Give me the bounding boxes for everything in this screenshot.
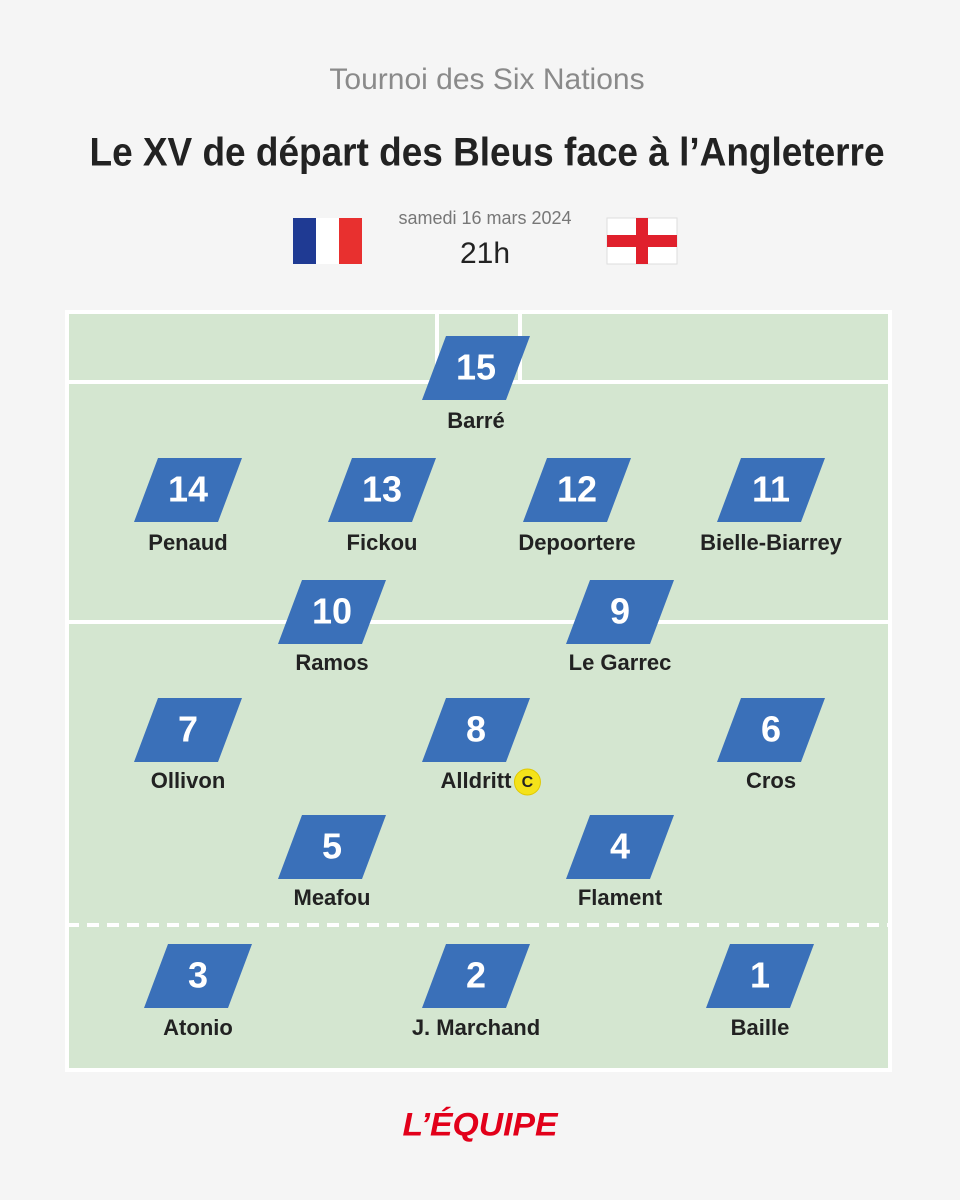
- players: 15Barré14Penaud13Fickou12Depoortere11Bie…: [134, 336, 843, 1040]
- captain-mark: C: [522, 774, 534, 791]
- player-name: J. Marchand: [412, 1015, 540, 1040]
- jersey-number: 11: [752, 469, 790, 510]
- captain-badge: [513, 768, 541, 796]
- jersey-badge: [566, 815, 674, 879]
- player-name: Depoortere: [518, 530, 635, 555]
- pitch: [65, 310, 892, 1072]
- jersey-number: 6: [761, 709, 781, 750]
- jersey-badge: [717, 698, 825, 762]
- england-flag: [606, 217, 678, 265]
- subtitle: Tournoi des Six Nations: [329, 63, 644, 96]
- player-name: Baille: [731, 1015, 790, 1040]
- jersey-number: 13: [362, 469, 402, 510]
- jersey-number: 8: [466, 709, 486, 750]
- jersey-badge: [278, 815, 386, 879]
- jersey-number: 5: [322, 826, 342, 867]
- jersey-number: 4: [610, 826, 630, 867]
- player-name: Ramos: [295, 650, 368, 675]
- jersey-badge: [422, 698, 530, 762]
- player-name: Fickou: [347, 530, 418, 555]
- jersey-badge: [328, 458, 436, 522]
- france-flag: [293, 218, 362, 264]
- jersey-badge: [717, 458, 825, 522]
- player-name: Alldritt: [441, 768, 513, 793]
- match-time: 21h: [460, 237, 510, 270]
- jersey-badge: [422, 336, 530, 400]
- jersey-number: 15: [456, 347, 496, 388]
- player-name: Atonio: [163, 1015, 233, 1040]
- match-date: samedi 16 mars 2024: [398, 208, 571, 228]
- jersey-number: 2: [466, 955, 486, 996]
- jersey-number: 10: [312, 591, 352, 632]
- jersey-badge: [523, 458, 631, 522]
- jersey-number: 14: [168, 469, 208, 510]
- player-name: Cros: [746, 768, 796, 793]
- player-name: Ollivon: [151, 768, 226, 793]
- jersey-number: 12: [557, 469, 597, 510]
- player-name: Flament: [578, 885, 663, 910]
- title: Le XV de départ des Bleus face à l’Angle…: [90, 131, 885, 175]
- jersey-number: 7: [178, 709, 198, 750]
- jersey-number: 3: [188, 955, 208, 996]
- player-name: Le Garrec: [569, 650, 672, 675]
- player-name: Barré: [447, 408, 504, 433]
- player-name: Bielle-Biarrey: [700, 530, 843, 555]
- jersey-badge: [134, 698, 242, 762]
- jersey-badge: [144, 944, 252, 1008]
- jersey-badge: [706, 944, 814, 1008]
- player-name: Penaud: [148, 530, 227, 555]
- jersey-badge: [134, 458, 242, 522]
- player-name: Meafou: [294, 885, 371, 910]
- jersey-number: 9: [610, 591, 630, 632]
- jersey-badge: [278, 580, 386, 644]
- jersey-number: 1: [750, 955, 770, 996]
- jersey-badge: [422, 944, 530, 1008]
- logo: L’ÉQUIPE: [403, 1106, 560, 1142]
- jersey-badge: [566, 580, 674, 644]
